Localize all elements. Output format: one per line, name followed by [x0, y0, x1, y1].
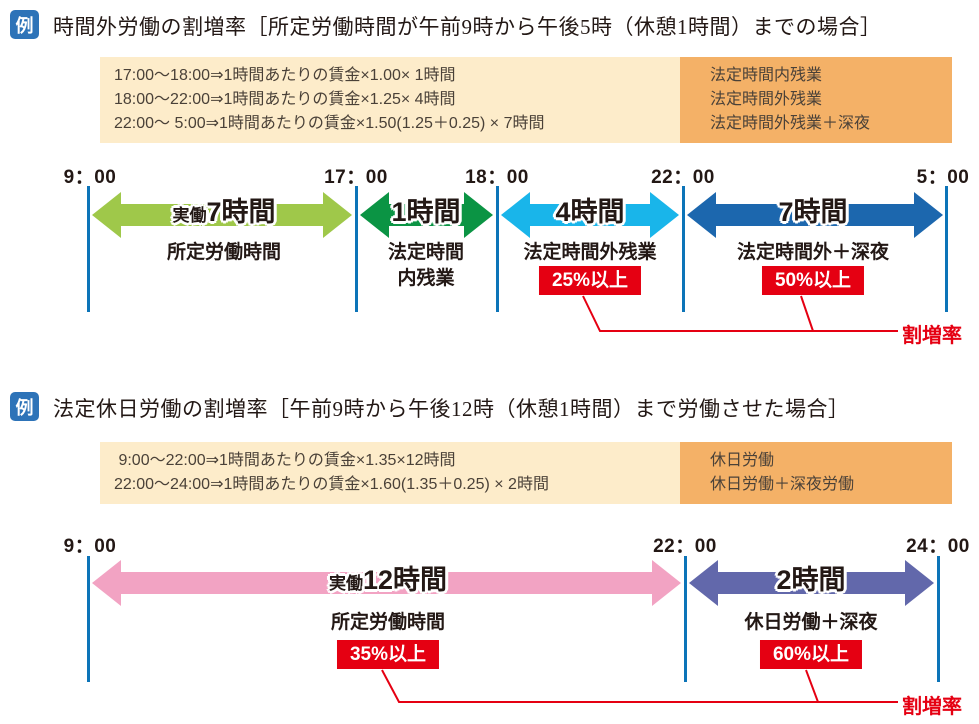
- example-badge-1: 例: [10, 10, 39, 39]
- category-line: 法定時間外残業: [710, 91, 823, 108]
- arrow-head-right: [652, 560, 681, 606]
- time-label: 24：00: [906, 536, 970, 557]
- timeline-tick: [355, 186, 358, 312]
- arrow-duration-label: 4時間: [555, 196, 624, 233]
- arrow-overtime-late-night: [687, 192, 943, 238]
- category-line: 休日労働: [710, 452, 775, 469]
- segment-caption: 休日労働＋深夜: [744, 612, 878, 633]
- time-label: 9：00: [63, 536, 117, 557]
- arrow-duration-text: 2時間: [776, 565, 846, 595]
- arrow-head-left: [92, 560, 121, 606]
- arrow-body: [387, 204, 466, 226]
- arrow-duration-text: 1時間: [391, 197, 461, 227]
- arrow-duration-label: 実働12時間: [329, 564, 447, 601]
- arrow-head-left: [689, 560, 718, 606]
- rate-badge-25: 25%以上: [538, 266, 642, 295]
- section1-category-box: 法定時間内残業 法定時間外残業 法定時間外残業＋深夜: [680, 57, 952, 143]
- time-label: 17：00: [324, 167, 388, 188]
- arrow-body: [714, 204, 916, 226]
- arrow-head-left: [360, 192, 389, 238]
- rate-pointer-label: 割増率: [902, 325, 962, 347]
- time-label: 5：00: [916, 167, 970, 188]
- section1-formula-box: 17:00～18:00⇒1時間あたりの賃金×1.00× 1時間 18:00～22…: [100, 57, 680, 143]
- segment-caption-line2: 内残業: [397, 268, 455, 289]
- arrow-duration-label: 1時間: [391, 196, 460, 233]
- time-label: 22：00: [653, 536, 717, 557]
- rate-badge-60: 60%以上: [759, 640, 863, 669]
- segment-caption: 法定時間外＋深夜: [736, 242, 890, 263]
- arrow-body: [119, 572, 654, 594]
- arrow-duration-text: 7時間: [778, 197, 848, 227]
- arrow-duration-prefix: 実働: [328, 574, 363, 593]
- arrow-within-statutory-overtime: [360, 192, 493, 238]
- segment-caption-line1: 法定時間: [387, 242, 465, 263]
- arrow-duration-label: 7時間: [778, 196, 847, 233]
- formula-line: 17:00～18:00⇒1時間あたりの賃金×1.00× 1時間: [114, 67, 456, 84]
- formula-line: 9:00～22:00⇒1時間あたりの賃金×1.35×12時間: [114, 452, 456, 469]
- arrow-head-right: [464, 192, 493, 238]
- timeline-tick: [87, 556, 90, 682]
- arrow-head-right: [905, 560, 934, 606]
- arrow-head-left: [501, 192, 530, 238]
- arrow-head-right: [914, 192, 943, 238]
- arrow-head-right: [650, 192, 679, 238]
- rate-badge-50: 50%以上: [761, 266, 865, 295]
- timeline-tick: [937, 556, 940, 682]
- rate-pointer-label: 割増率: [902, 696, 962, 718]
- formula-line: 18:00～22:00⇒1時間あたりの賃金×1.25× 4時間: [114, 91, 456, 108]
- arrow-duration-label: 実働7時間: [172, 196, 275, 233]
- arrow-head-right: [323, 192, 352, 238]
- segment-caption: 所定労働時間: [330, 612, 446, 633]
- section1-title: 時間外労働の割増率［所定労働時間が午前9時から午後5時（休憩1時間）までの場合］: [53, 15, 882, 39]
- category-line: 休日労働＋深夜労働: [710, 476, 855, 493]
- arrow-body: [119, 204, 325, 226]
- section2-formula-box: 9:00～22:00⇒1時間あたりの賃金×1.35×12時間 22:00～24:…: [100, 442, 680, 504]
- section2-category-box: 休日労働 休日労働＋深夜労働: [680, 442, 952, 504]
- arrow-body: [716, 572, 907, 594]
- category-line: 法定時間外残業＋深夜: [710, 115, 871, 132]
- arrow-duration-text: 7時間: [206, 197, 276, 227]
- arrow-scheduled-hours: [92, 192, 352, 238]
- segment-caption: 法定時間 内残業: [388, 240, 464, 292]
- arrow-holiday-late-night: [689, 560, 934, 606]
- section2-title: 法定休日労働の割増率［午前9時から午後12時（休憩1時間）まで労働させた場合］: [53, 397, 850, 421]
- arrow-body: [528, 204, 652, 226]
- time-label: 22：00: [651, 167, 715, 188]
- timeline-tick: [496, 186, 499, 312]
- segment-caption: 法定時間外残業: [523, 242, 657, 263]
- category-line: 法定時間内残業: [710, 67, 823, 84]
- formula-line: 22:00～24:00⇒1時間あたりの賃金×1.60(1.35＋0.25) × …: [114, 476, 549, 493]
- arrow-head-left: [92, 192, 121, 238]
- arrow-duration-prefix: 実働: [172, 206, 207, 225]
- arrow-duration-text: 12時間: [362, 565, 448, 595]
- segment-caption: 所定労働時間: [166, 242, 282, 263]
- arrow-statutory-overtime: [501, 192, 679, 238]
- example-badge-2: 例: [10, 392, 39, 421]
- time-label: 18：00: [465, 167, 529, 188]
- arrow-duration-label: 2時間: [776, 564, 845, 601]
- formula-line: 22:00～ 5:00⇒1時間あたりの賃金×1.50(1.25＋0.25) × …: [114, 115, 545, 132]
- timeline-tick: [945, 186, 948, 312]
- arrow-holiday-work: [92, 560, 681, 606]
- arrow-duration-text: 4時間: [555, 197, 625, 227]
- timeline-tick: [684, 556, 687, 682]
- timeline-tick: [87, 186, 90, 312]
- timeline-tick: [682, 186, 685, 312]
- rate-badge-35: 35%以上: [336, 640, 440, 669]
- time-label: 9：00: [63, 167, 117, 188]
- arrow-head-left: [687, 192, 716, 238]
